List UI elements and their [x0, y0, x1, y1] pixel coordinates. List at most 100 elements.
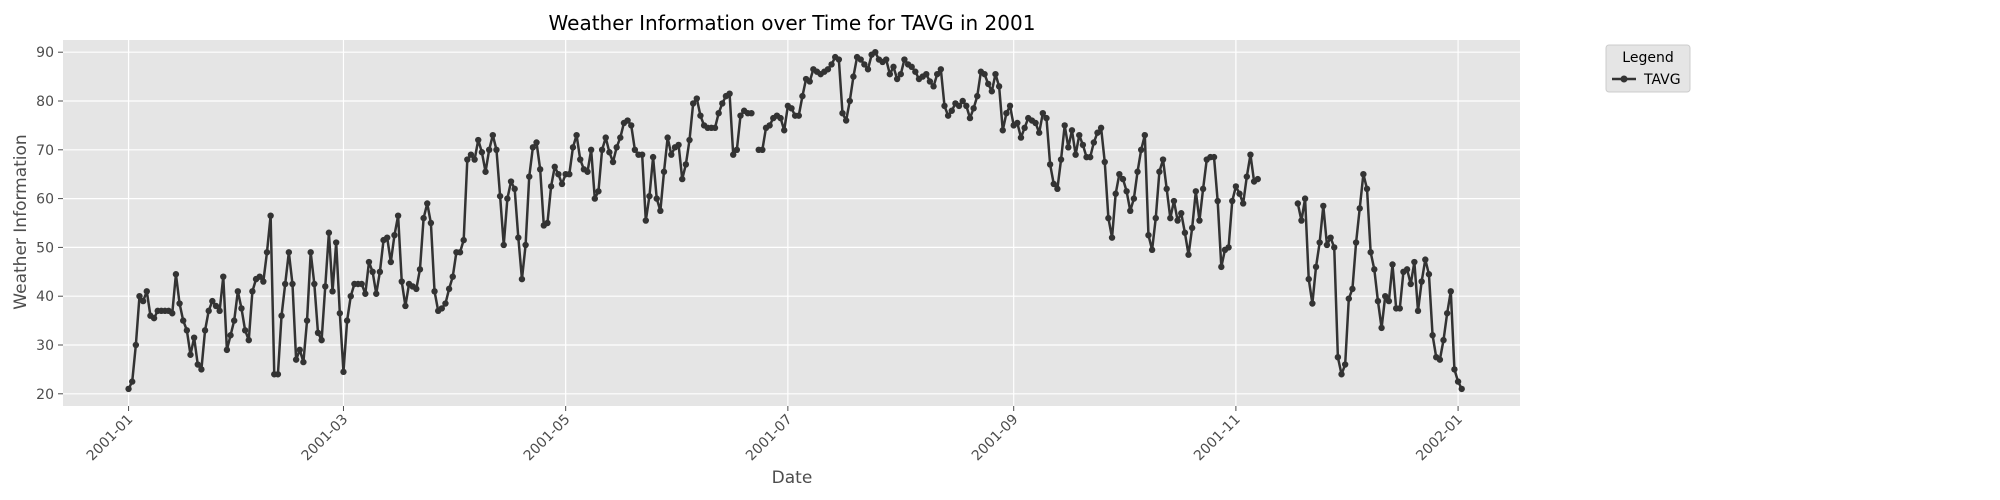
data-point [893, 75, 901, 83]
data-point [1378, 324, 1385, 332]
x-tick-label: 2001-05 [521, 412, 574, 465]
data-point [241, 327, 249, 334]
data-point [1046, 161, 1054, 168]
data-point [842, 117, 850, 124]
data-point [715, 110, 722, 117]
data-point [365, 258, 373, 266]
data-point [1320, 202, 1327, 210]
legend-title: Legend [1622, 50, 1673, 66]
data-point [664, 134, 671, 141]
y-axis-label: Weather Information [11, 134, 31, 309]
data-point [529, 144, 537, 151]
data-point [307, 249, 314, 256]
data-point [336, 310, 344, 317]
data-point [347, 293, 354, 300]
data-point [467, 151, 475, 158]
data-point [970, 105, 977, 112]
data-point [1017, 134, 1025, 141]
data-point [318, 336, 325, 344]
data-point [999, 127, 1006, 134]
data-point [1341, 361, 1349, 368]
data-point [668, 151, 675, 158]
data-point [617, 134, 624, 141]
data-point [1385, 297, 1393, 305]
data-point [974, 92, 981, 100]
data-point [1414, 307, 1422, 315]
data-point [726, 90, 733, 97]
data-point [1454, 378, 1462, 385]
data-point [912, 68, 919, 75]
x-tick-label: 2001-09 [969, 412, 1022, 465]
data-point [314, 329, 322, 336]
data-point [777, 114, 784, 122]
y-tick-label: 90 [36, 45, 54, 61]
series-line-segment [758, 50, 1259, 269]
data-point [926, 78, 934, 85]
data-point [1382, 293, 1389, 300]
data-point [427, 219, 435, 227]
data-point [1065, 144, 1072, 151]
data-point [646, 192, 653, 200]
data-point [201, 327, 209, 334]
data-point [890, 63, 897, 71]
data-point [478, 149, 486, 156]
data-point [1243, 173, 1251, 180]
data-point [737, 112, 744, 119]
data-point [245, 336, 252, 344]
data-point [806, 78, 813, 85]
data-point [143, 288, 150, 295]
data-point [1331, 244, 1338, 251]
data-point [209, 297, 216, 305]
x-tick-label: 2002-01 [1413, 412, 1466, 465]
data-point [238, 305, 245, 312]
data-point [249, 288, 256, 295]
data-point [1363, 185, 1371, 193]
data-point [1429, 332, 1436, 339]
data-point [1356, 205, 1363, 212]
data-point [1360, 171, 1367, 178]
data-point [569, 144, 577, 151]
data-point [995, 83, 1003, 90]
data-point [504, 195, 511, 202]
data-point [1447, 288, 1454, 295]
data-point [759, 146, 766, 153]
data-point [413, 285, 420, 293]
data-point [391, 232, 398, 239]
data-point [1163, 185, 1170, 193]
data-point [220, 273, 227, 280]
data-point [959, 97, 966, 105]
data-point [416, 266, 424, 273]
data-point [584, 168, 591, 175]
data-point [456, 249, 464, 256]
data-point [1338, 371, 1345, 378]
data-point [449, 273, 456, 280]
x-tick-label: 2001-01 [84, 412, 137, 465]
data-point [679, 175, 686, 183]
data-point [573, 131, 580, 139]
data-point [1254, 175, 1261, 183]
data-point [948, 107, 955, 114]
data-point [343, 317, 351, 324]
data-point [187, 351, 194, 358]
y-tick-label: 20 [36, 387, 54, 403]
data-point [824, 66, 832, 73]
data-point [438, 305, 446, 312]
data-point [1072, 151, 1079, 158]
data-point [1061, 122, 1068, 129]
data-point [1174, 217, 1181, 224]
data-point [799, 92, 806, 100]
data-point [682, 161, 690, 168]
data-point [358, 280, 365, 288]
data-point [1298, 217, 1305, 224]
data-point [606, 149, 613, 156]
data-point [267, 212, 274, 219]
data-point [558, 180, 566, 188]
data-point [526, 173, 533, 180]
data-point [555, 171, 562, 178]
data-point [176, 300, 183, 307]
x-axis-label: Date [772, 468, 813, 488]
y-tick-label: 40 [36, 289, 54, 305]
data-point [227, 332, 234, 339]
data-point [544, 219, 551, 227]
